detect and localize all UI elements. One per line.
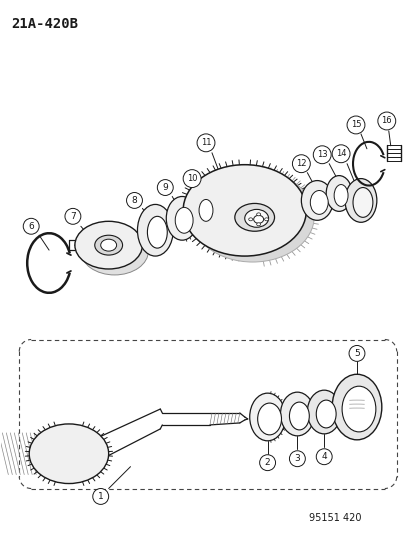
Ellipse shape [137,205,173,256]
Ellipse shape [147,216,167,248]
Ellipse shape [75,221,142,269]
Text: 15: 15 [350,120,361,130]
Circle shape [93,489,108,504]
Text: 4: 4 [320,452,326,461]
Circle shape [377,112,395,130]
Ellipse shape [257,403,281,435]
Text: 6: 6 [28,222,34,231]
Circle shape [289,451,305,467]
Text: 13: 13 [316,150,327,159]
Ellipse shape [310,190,328,214]
Text: 9: 9 [162,183,168,192]
Ellipse shape [234,204,274,231]
Circle shape [313,146,330,164]
Circle shape [259,455,275,471]
Circle shape [331,145,349,163]
Ellipse shape [352,188,372,217]
Ellipse shape [325,175,351,212]
Text: 11: 11 [200,139,211,147]
Ellipse shape [249,393,285,441]
Ellipse shape [191,171,313,262]
Ellipse shape [289,402,309,430]
Ellipse shape [256,223,260,226]
Ellipse shape [264,218,268,221]
Ellipse shape [316,400,335,428]
Ellipse shape [331,374,381,440]
Circle shape [348,345,364,361]
Ellipse shape [253,215,263,223]
Text: 1: 1 [97,492,103,501]
Ellipse shape [244,209,268,227]
Circle shape [157,180,173,196]
Text: 16: 16 [380,117,391,125]
Ellipse shape [81,227,148,275]
Ellipse shape [306,390,340,434]
Ellipse shape [199,199,212,221]
Ellipse shape [166,197,197,240]
Circle shape [65,208,81,224]
Ellipse shape [95,235,122,255]
Circle shape [126,192,142,208]
Ellipse shape [100,239,116,251]
Circle shape [23,219,39,234]
Circle shape [197,134,214,152]
Circle shape [292,155,310,173]
Ellipse shape [280,392,313,436]
Text: 95151 420: 95151 420 [309,513,361,523]
Text: 5: 5 [353,349,359,358]
Ellipse shape [248,218,252,221]
Text: 8: 8 [131,196,137,205]
Text: 3: 3 [294,454,299,463]
Text: 2: 2 [264,458,270,467]
Text: 21A-420B: 21A-420B [11,17,78,30]
Text: 7: 7 [70,212,76,221]
Text: 14: 14 [335,149,346,158]
Ellipse shape [301,181,332,220]
Text: 10: 10 [186,174,197,183]
Circle shape [316,449,331,465]
Ellipse shape [191,190,216,227]
Ellipse shape [175,207,192,233]
Circle shape [346,116,364,134]
Ellipse shape [341,386,375,432]
Ellipse shape [256,213,260,216]
Ellipse shape [344,179,376,222]
Circle shape [183,169,201,188]
Text: 12: 12 [295,159,306,168]
Ellipse shape [333,184,347,206]
Ellipse shape [183,165,306,256]
Ellipse shape [29,424,108,483]
